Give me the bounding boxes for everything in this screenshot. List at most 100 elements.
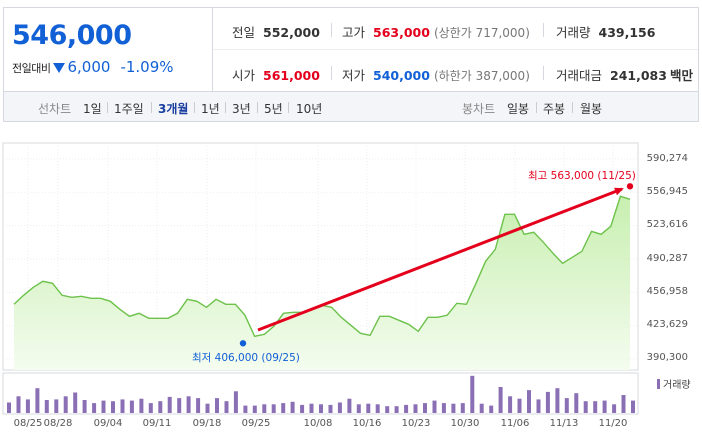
volume-bar	[101, 400, 106, 413]
chart-period-tabbar: 선차트 1일 1주일 3개월 1년 3년 5년 10년 봉차트 일봉 주봉 월봉	[3, 91, 699, 122]
volume-bar	[54, 399, 59, 413]
y-tick-label: 423,629	[646, 319, 688, 330]
tab-3month[interactable]: 3개월	[158, 102, 189, 116]
tab-weekly-candle[interactable]: 주봉	[543, 102, 566, 116]
volume-bar	[593, 401, 598, 413]
prev-close-cell: 전일 552,000	[232, 22, 320, 41]
tab-1year[interactable]: 1년	[201, 102, 220, 116]
volume-bar	[92, 403, 97, 413]
volume-bar	[233, 391, 238, 413]
amount-unit: 백만	[669, 68, 693, 83]
volume-bar	[508, 396, 513, 413]
price-change: 전일대비 6,000 -1.09%	[12, 58, 174, 76]
price-area	[14, 196, 630, 370]
volume-legend: 거래량	[657, 376, 691, 391]
tab-monthly-candle[interactable]: 월봉	[580, 102, 603, 116]
tab-3year[interactable]: 3년	[232, 102, 251, 116]
volume-bar	[545, 391, 550, 413]
y-tick-label: 490,287	[646, 253, 688, 264]
volume-bar	[441, 403, 446, 413]
volume-bar	[555, 388, 560, 413]
tab-10year[interactable]: 10년	[296, 102, 323, 116]
price-summary-panel: 546,000 전일대비 6,000 -1.09% 전일 552,000 고가 56…	[3, 7, 699, 92]
y-tick-label: 556,945	[646, 186, 688, 197]
low-value: 540,000	[373, 68, 430, 83]
high-value: 563,000	[373, 25, 430, 40]
volume-value: 439,156	[598, 25, 656, 40]
volume-bar	[148, 403, 153, 413]
low-cell: 저가 540,000 (하한가 387,000)	[342, 65, 530, 84]
tab-daily-candle[interactable]: 일봉	[507, 102, 530, 116]
tab-separator	[151, 102, 152, 113]
volume-bar	[16, 396, 21, 413]
divider	[331, 23, 332, 37]
volume-bar	[82, 400, 87, 413]
volume-bar	[300, 404, 305, 413]
tab-1day[interactable]: 1일	[83, 102, 102, 116]
amount-label: 거래대금	[556, 68, 603, 83]
x-tick-label: 10/08	[303, 418, 333, 429]
volume-bar	[25, 399, 30, 413]
x-tick-label: 11/13	[549, 418, 579, 429]
x-tick-label: 10/30	[450, 418, 480, 429]
volume-bar	[479, 403, 484, 413]
current-price: 546,000	[12, 20, 132, 51]
tab-separator	[572, 102, 573, 113]
divider	[331, 66, 332, 80]
volume-bar	[262, 404, 267, 413]
trend-arrow	[257, 187, 624, 332]
volume-frame	[2, 372, 639, 415]
volume-bar	[489, 405, 494, 413]
x-tick-label: 10/16	[352, 418, 382, 429]
y-tick-label: 456,958	[646, 286, 688, 297]
volume-bar	[366, 403, 371, 413]
volume-bar	[432, 400, 437, 413]
open-value: 561,000	[263, 68, 320, 83]
volume-bar	[394, 406, 399, 413]
volume-bar	[186, 396, 191, 413]
volume-bar	[527, 390, 531, 413]
volume-bar	[583, 401, 588, 413]
volume-bar	[271, 404, 276, 413]
volume-bar	[120, 399, 125, 413]
volume-bar	[44, 400, 49, 413]
tab-separator	[257, 102, 258, 113]
lower-limit: (하한가 387,000)	[433, 69, 530, 83]
volume-bar	[631, 400, 635, 413]
tab-1week[interactable]: 1주일	[114, 102, 144, 116]
volume-bar	[224, 401, 229, 413]
volume-cell: 거래량 439,156	[556, 22, 655, 41]
high-cell: 고가 563,000 (상한가 717,000)	[342, 22, 530, 41]
open-cell: 시가 561,000	[232, 65, 320, 84]
tab-separator	[288, 102, 289, 113]
volume-bar	[356, 404, 361, 413]
volume-bar	[63, 396, 68, 413]
volume-bar	[158, 401, 163, 413]
price-area-fill	[14, 196, 630, 370]
prev-close-value: 552,000	[263, 25, 320, 40]
tab-separator	[536, 102, 537, 113]
x-tick-label: 08/28	[43, 418, 73, 429]
change-value: 6,000	[67, 58, 111, 76]
volume-swatch	[657, 378, 660, 389]
volume-bar	[139, 398, 144, 413]
volume-bar	[536, 399, 541, 413]
tab-5year[interactable]: 5년	[264, 102, 283, 116]
volume-bar	[574, 393, 579, 413]
tab-separator	[194, 102, 195, 113]
volume-bar	[385, 406, 390, 413]
current-price-box: 546,000 전일대비 6,000 -1.09%	[4, 8, 213, 91]
upper-limit: (상한가 717,000)	[433, 26, 530, 40]
volume-bar	[205, 403, 210, 413]
volume-bar	[177, 398, 182, 413]
high-point	[626, 183, 634, 190]
volume-bar	[319, 404, 323, 413]
down-triangle-icon	[53, 63, 66, 73]
x-tick-label: 09/11	[142, 418, 172, 429]
amount-value: 241,083	[610, 68, 667, 83]
y-tick-label: 390,300	[646, 352, 688, 363]
volume-bar	[470, 375, 475, 413]
x-tick-label: 08/25	[13, 418, 43, 429]
volume-bar	[215, 398, 219, 413]
